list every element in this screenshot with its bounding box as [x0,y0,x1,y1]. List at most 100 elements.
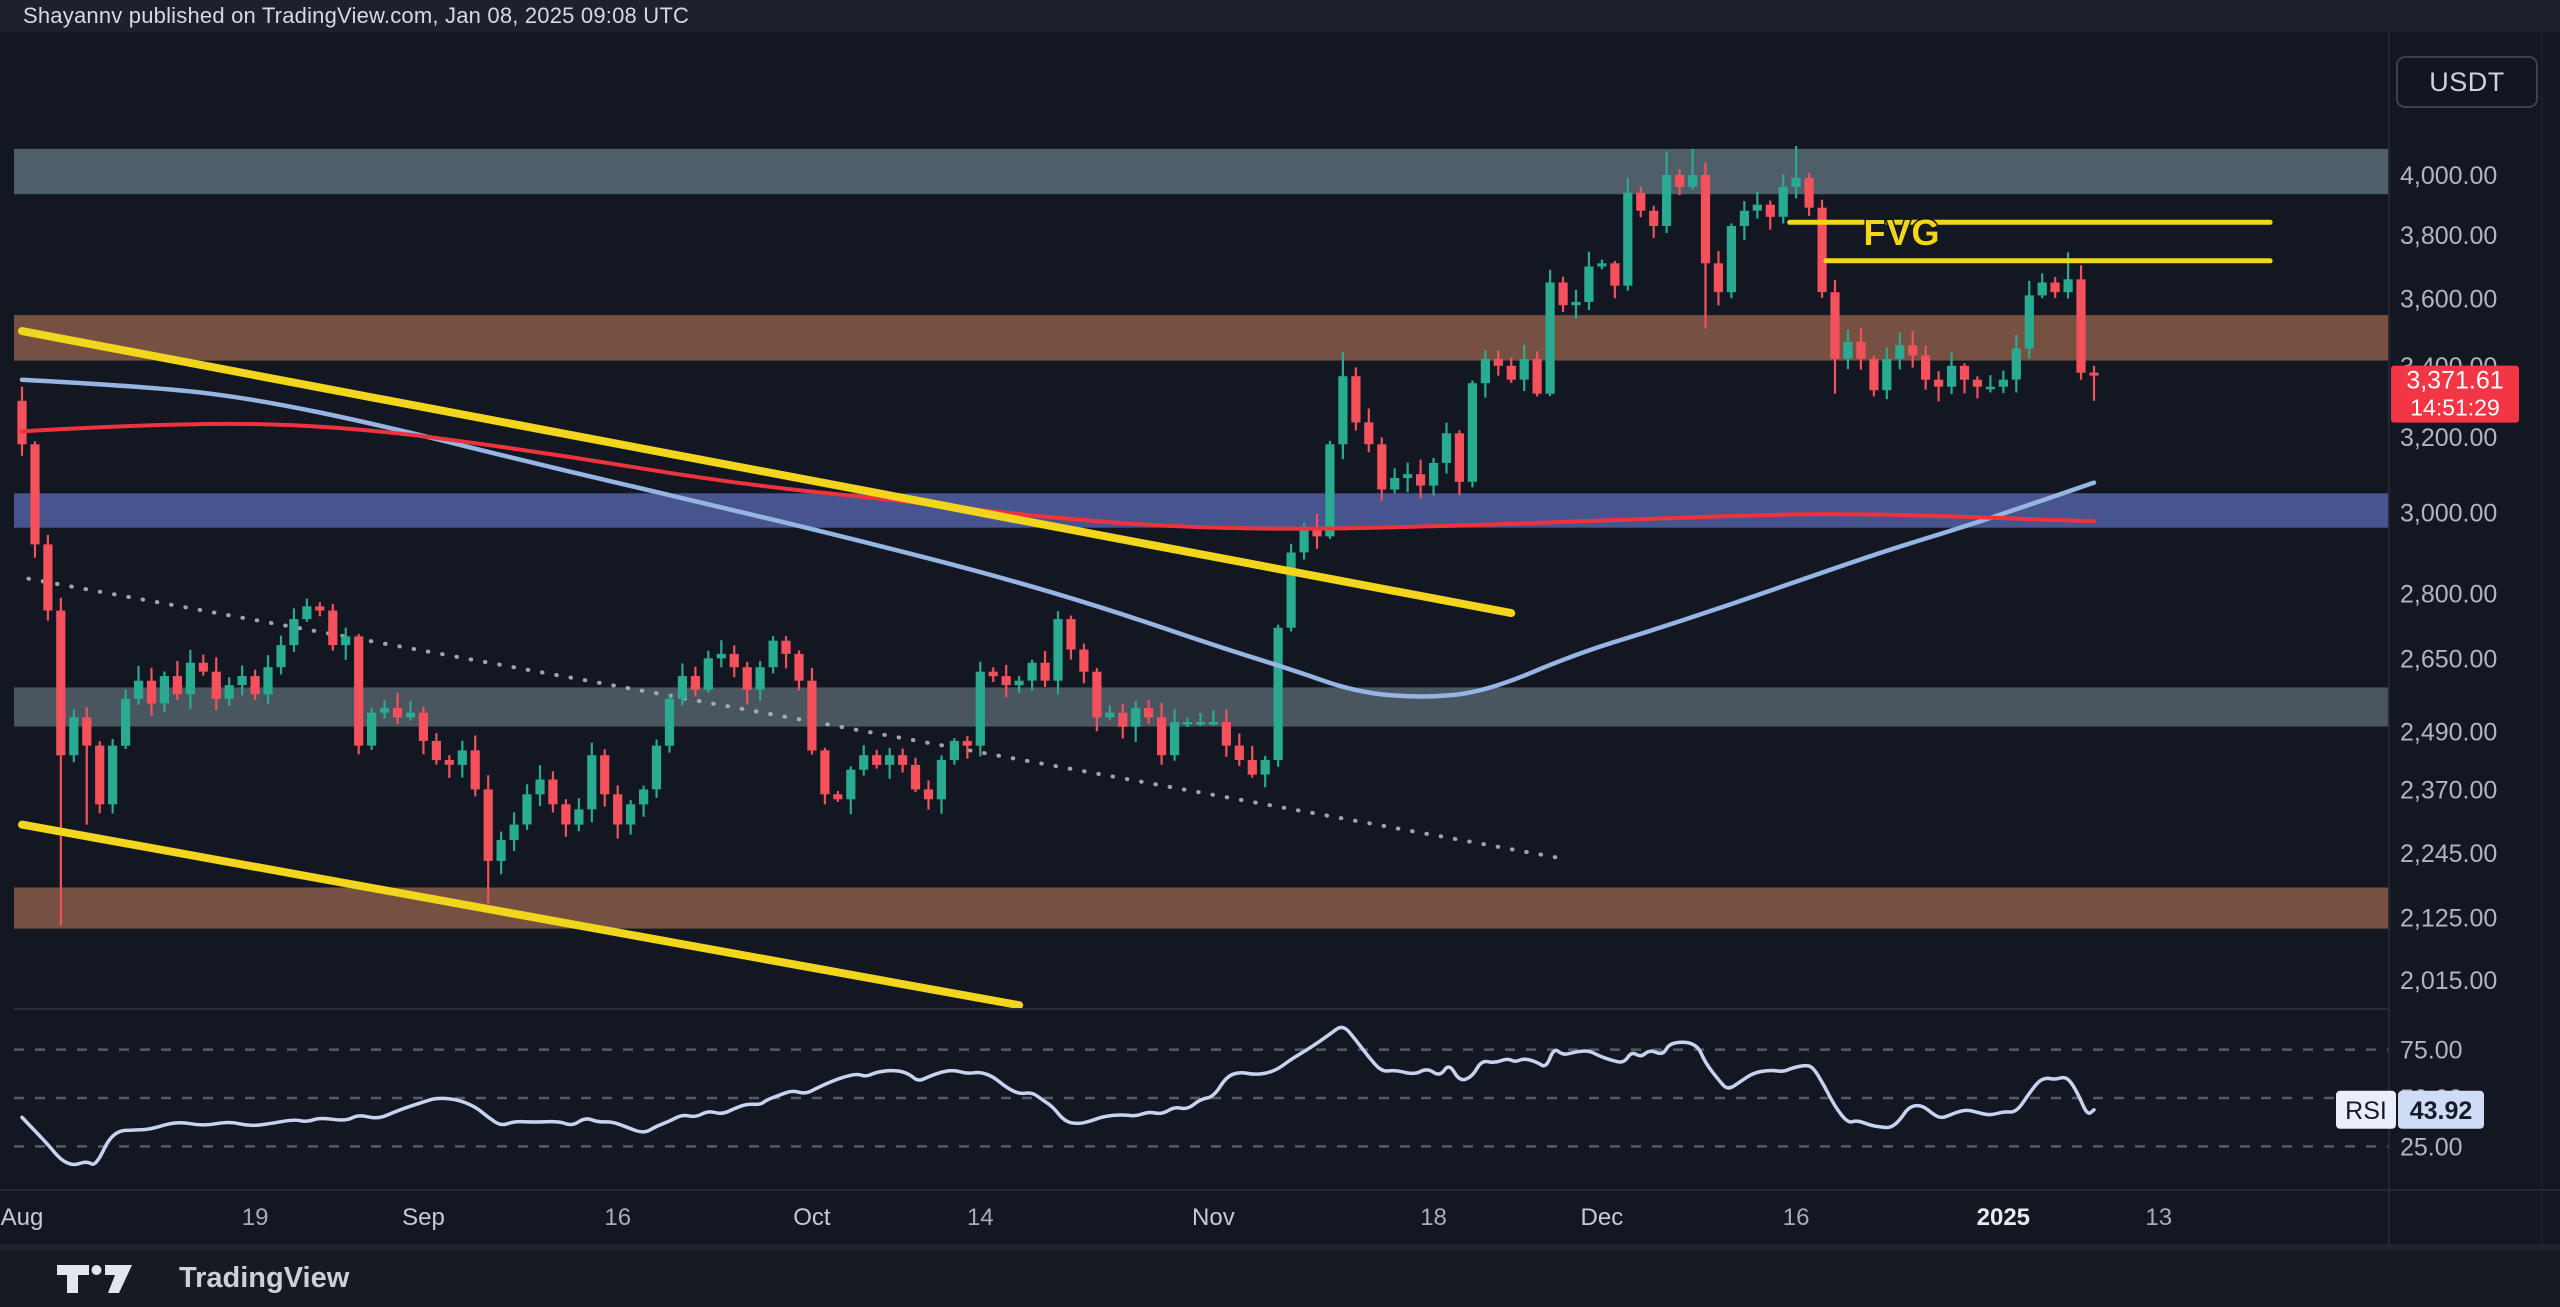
candle-body [483,789,493,861]
candle-body [1972,379,1982,387]
candle-body [431,740,441,761]
time-axis-label: 16 [604,1204,631,1231]
candle-body [1157,717,1167,756]
candle-body [392,708,403,718]
candle-body [1506,365,1516,380]
candle-body [1623,192,1633,286]
candle-body [2050,282,2060,293]
rsi-axis-label: 25.00 [2400,1133,2463,1161]
time-axis-label: 2025 [1977,1204,2030,1231]
rsi-badge-label: RSI [2345,1097,2387,1125]
candle-body [1649,210,1659,226]
candle-body [1131,708,1141,727]
candle-body [17,400,27,445]
candle-body [820,750,830,795]
ma-line-blue[interactable] [19,377,2097,699]
candle-body [885,755,895,765]
candle-body [1571,301,1581,306]
candle-body [1234,745,1244,760]
candle-body [626,804,636,825]
candle-body [1921,355,1931,380]
candle-body [1895,345,1905,359]
candle-body [729,653,739,668]
price-axis-label: 2,245.00 [2400,840,2497,868]
footer-bar: TradingView [0,1250,2560,1307]
dotted-trendline[interactable] [26,576,1563,861]
price-axis-label: 3,200.00 [2400,424,2497,452]
candle-body [1118,712,1128,727]
candle-body [859,755,869,770]
candle-body [108,745,118,805]
rsi-badge-value-box [2398,1090,2484,1129]
candle-body [1998,379,2008,387]
price-axis-label: 2,490.00 [2400,718,2497,746]
candle-body [1027,662,1037,681]
candle-body [1856,341,1866,359]
support-zone-3000 [14,493,2388,528]
tradingview-logo-icon[interactable] [55,1261,165,1297]
candle-body [1791,177,1801,187]
candle-body [185,662,195,695]
candle-body [755,667,765,690]
footer-seam [0,1244,2560,1250]
candle-body [1947,365,1957,387]
candle-body [1247,760,1257,775]
ma-line-red[interactable] [20,421,2096,531]
supply-zone-3500 [14,315,2388,361]
candle-body [1778,186,1788,217]
candle-body [1817,207,1827,293]
candle-body [949,740,959,761]
candle-body [1545,282,1555,394]
tradingview-brand-text[interactable]: TradingView [179,1262,350,1294]
candle-body [30,444,40,545]
candle-body [742,667,752,690]
candle-body [1416,474,1426,486]
candle-body [587,755,597,810]
candle-body [781,640,791,654]
candle-body [1908,345,1918,356]
candle-body [1364,422,1374,445]
candle-body [82,717,92,746]
candle-body [600,755,610,795]
candle-body [988,671,998,677]
candle-body [898,755,908,765]
descending-trendline-lower[interactable] [18,820,1024,1010]
header-bar: Shayannv published on TradingView.com, J… [0,0,2560,32]
candle-body [2024,295,2034,349]
main-chart-svg[interactable]: FVG75.0050.0025.004,000.003,800.003,600.… [0,32,2560,1250]
candle-body [807,680,817,751]
candle-body [134,680,144,699]
currency-toggle-button[interactable]: USDT [2396,56,2538,108]
candle-body [703,658,713,690]
candle-body [548,779,558,805]
rsi-line[interactable] [20,1025,2096,1167]
candle-body [1700,175,1711,264]
candle-body [1260,760,1270,775]
candle-body [198,662,208,672]
resistance-zone-4000 [14,148,2388,195]
price-axis-label: 3,600.00 [2400,286,2497,314]
candle-body [315,606,325,611]
candle-body [302,606,312,620]
descending-trendline-upper[interactable] [18,327,1516,618]
candle-body [121,698,131,746]
candle-body [1597,263,1607,267]
fvg-label: FVG [1863,212,1940,253]
candle-body [690,676,700,690]
candle-body [677,676,687,699]
candle-body [1467,383,1477,482]
candle-body [250,676,260,695]
candle-body [1843,341,1853,359]
candle-body [380,708,390,713]
candle-body [444,760,454,765]
candle-body [1144,708,1154,718]
candle-body [1454,433,1464,482]
price-axis-label: 4,000.00 [2400,162,2497,190]
candle-body [1053,619,1063,681]
candle-body [1299,528,1309,553]
candle-body [146,680,157,704]
candle-body [975,671,985,746]
candle-body [833,794,843,800]
candle-body [496,840,506,861]
candle-body [1959,365,1970,380]
